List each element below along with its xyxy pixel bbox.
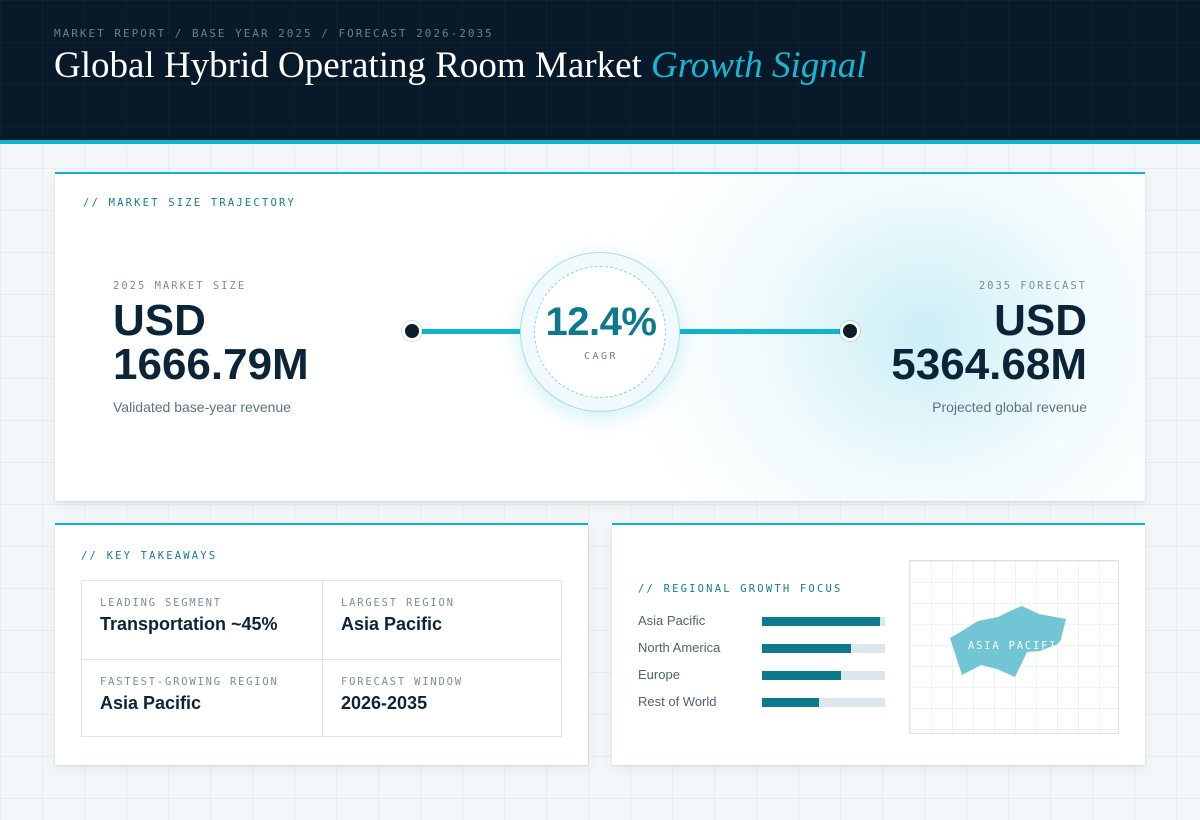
region-bar-label: Europe — [638, 667, 680, 682]
page-title-accent: Growth Signal — [651, 45, 867, 86]
region-bar-label: Rest of World — [638, 694, 717, 709]
takeaway-cell-leading-segment: LEADING SEGMENT Transportation ~45% — [82, 581, 322, 659]
key-takeaways-card: // KEY TAKEAWAYS LEADING SEGMENT Transpo… — [55, 523, 588, 765]
region-bar-row: Asia Pacific — [638, 612, 888, 630]
region-bar-fill — [762, 644, 851, 653]
takeaway-label: FASTEST-GROWING REGION — [100, 676, 279, 688]
base-year-label: 2025 MARKET SIZE — [113, 280, 247, 292]
takeaway-cell-largest-region: LARGEST REGION Asia Pacific — [322, 581, 562, 659]
takeaway-cell-fastest-growing-region: FASTEST-GROWING REGION Asia Pacific — [82, 659, 322, 737]
page-header: MARKET REPORT / BASE YEAR 2025 / FORECAS… — [0, 0, 1200, 144]
base-year-caption: Validated base-year revenue — [113, 399, 291, 415]
section-label-regional: // REGIONAL GROWTH FOCUS — [638, 583, 843, 595]
region-bar-fill — [762, 617, 881, 626]
region-bar-label: North America — [638, 640, 721, 655]
cagr-inner-ring: 12.4% CAGR — [534, 266, 666, 398]
section-label-takeaways: // KEY TAKEAWAYS — [81, 550, 218, 562]
map-region-label: ASIA PACIFIC — [968, 640, 1066, 652]
takeaway-label: LEADING SEGMENT — [100, 597, 222, 609]
takeaway-cell-forecast-window: FORECAST WINDOW 2026-2035 — [322, 659, 562, 737]
market-size-card: // MARKET SIZE TRAJECTORY 2025 MARKET SI… — [55, 172, 1145, 501]
page-title-main: Global Hybrid Operating Room Market — [54, 45, 642, 86]
end-node — [840, 321, 860, 341]
region-bar-row: Europe — [638, 666, 888, 684]
takeaway-value: 2026-2035 — [341, 693, 428, 713]
region-bar-fill — [762, 698, 819, 707]
background-glow — [615, 174, 1145, 501]
cagr-value: 12.4% — [545, 300, 657, 344]
base-year-currency: USD — [113, 296, 206, 345]
forecast-label: 2035 FORECAST — [978, 280, 1087, 292]
region-map: ASIA PACIFIC — [909, 560, 1119, 734]
breadcrumb: MARKET REPORT / BASE YEAR 2025 / FORECAS… — [54, 27, 494, 40]
cagr-badge: 12.4% CAGR — [520, 252, 680, 412]
region-bar-track — [762, 698, 885, 707]
region-bar-label: Asia Pacific — [638, 613, 706, 628]
forecast-currency: USD — [994, 296, 1087, 345]
cagr-label: CAGR — [583, 351, 619, 362]
forecast-caption: Projected global revenue — [932, 399, 1087, 415]
takeaway-value: Asia Pacific — [100, 693, 202, 713]
region-bar-fill — [762, 671, 841, 680]
takeaways-grid: LEADING SEGMENT Transportation ~45% LARG… — [81, 580, 562, 737]
section-label-trajectory: // MARKET SIZE TRAJECTORY — [83, 197, 297, 209]
takeaway-value: Transportation ~45% — [100, 614, 278, 634]
region-bar-row: North America — [638, 639, 888, 657]
takeaway-value: Asia Pacific — [341, 614, 443, 634]
start-node — [402, 321, 422, 341]
forecast-amount: 5364.68M — [891, 340, 1087, 389]
asia-pacific-map-shape — [950, 606, 1066, 677]
takeaway-label: FORECAST WINDOW — [341, 676, 463, 688]
region-bar-track — [762, 644, 885, 653]
regional-growth-card: // REGIONAL GROWTH FOCUS Asia Pacific No… — [612, 523, 1145, 765]
page-title: Global Hybrid Operating Room Market Grow… — [54, 44, 867, 87]
base-year-amount: 1666.79M — [113, 340, 309, 389]
region-bar-row: Rest of World — [638, 693, 888, 711]
region-bar-track — [762, 617, 885, 626]
takeaway-label: LARGEST REGION — [341, 597, 455, 609]
region-bar-track — [762, 671, 885, 680]
